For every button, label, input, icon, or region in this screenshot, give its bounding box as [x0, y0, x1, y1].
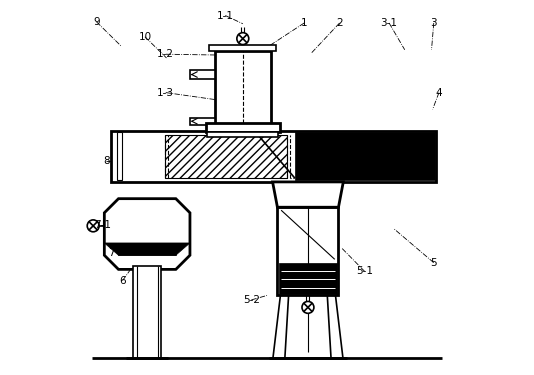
Bar — [215, 51, 271, 130]
Bar — [190, 70, 215, 79]
Text: 8: 8 — [103, 156, 109, 166]
Text: 1-2: 1-2 — [157, 49, 174, 59]
Bar — [209, 45, 276, 51]
Bar — [133, 266, 161, 358]
Text: 4: 4 — [436, 88, 442, 98]
Bar — [112, 130, 436, 182]
Text: 1-1: 1-1 — [217, 10, 234, 21]
Text: 10: 10 — [138, 32, 152, 42]
Bar — [295, 132, 435, 180]
Text: 1: 1 — [301, 18, 308, 28]
Polygon shape — [272, 182, 343, 207]
Text: 7: 7 — [108, 248, 115, 258]
Text: 2: 2 — [336, 18, 343, 28]
Bar — [278, 207, 339, 296]
Bar — [164, 135, 287, 178]
Text: 3-1: 3-1 — [381, 18, 398, 28]
Bar — [119, 244, 176, 255]
Bar — [117, 132, 122, 180]
Text: 1-3: 1-3 — [157, 88, 174, 98]
Bar — [190, 118, 215, 124]
Text: 5-1: 5-1 — [356, 266, 373, 276]
Text: 3: 3 — [430, 18, 437, 28]
Text: 9: 9 — [93, 17, 100, 27]
Text: 7-1: 7-1 — [94, 220, 111, 230]
Circle shape — [302, 302, 314, 313]
Bar — [206, 123, 280, 132]
Bar — [207, 132, 278, 137]
Text: 5-2: 5-2 — [243, 295, 260, 305]
Polygon shape — [104, 199, 190, 269]
Circle shape — [87, 220, 99, 232]
Polygon shape — [104, 243, 190, 255]
Text: 5: 5 — [430, 258, 437, 268]
Text: 6: 6 — [119, 276, 126, 285]
Bar — [279, 263, 336, 294]
Circle shape — [237, 33, 249, 45]
